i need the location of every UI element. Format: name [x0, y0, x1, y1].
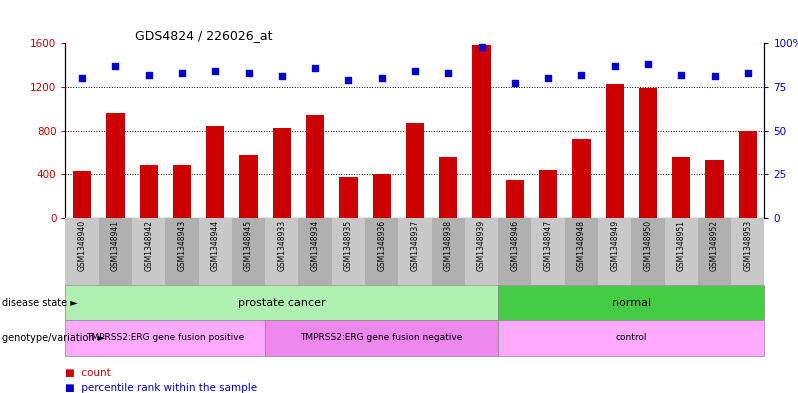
- Point: [375, 75, 388, 81]
- Bar: [539, 170, 557, 218]
- Text: GSM1348949: GSM1348949: [610, 220, 619, 271]
- Point: [508, 80, 521, 86]
- Text: GSM1348941: GSM1348941: [111, 220, 120, 271]
- Point: [342, 77, 355, 83]
- Bar: [373, 174, 391, 218]
- Bar: [672, 157, 690, 218]
- Text: GSM1348939: GSM1348939: [477, 220, 486, 271]
- Point: [442, 70, 455, 76]
- Text: GSM1348938: GSM1348938: [444, 220, 452, 271]
- Point: [741, 70, 754, 76]
- Text: genotype/variation ►: genotype/variation ►: [2, 333, 105, 343]
- Point: [608, 63, 621, 69]
- Text: GSM1348947: GSM1348947: [543, 220, 552, 271]
- Bar: [639, 88, 657, 218]
- Point: [176, 70, 188, 76]
- Text: GSM1348936: GSM1348936: [377, 220, 386, 271]
- Text: GSM1348945: GSM1348945: [244, 220, 253, 271]
- Point: [409, 68, 421, 74]
- Text: prostate cancer: prostate cancer: [238, 298, 326, 308]
- Bar: [339, 176, 358, 218]
- Bar: [572, 140, 591, 218]
- Text: disease state ►: disease state ►: [2, 298, 77, 308]
- Point: [575, 72, 588, 78]
- Point: [309, 64, 322, 71]
- Text: GSM1348943: GSM1348943: [177, 220, 187, 271]
- Bar: [206, 126, 224, 218]
- Bar: [140, 165, 158, 218]
- Point: [708, 73, 721, 80]
- Bar: [106, 113, 124, 218]
- Text: TMPRSS2:ERG gene fusion positive: TMPRSS2:ERG gene fusion positive: [86, 334, 244, 342]
- Text: GSM1348952: GSM1348952: [710, 220, 719, 271]
- Bar: [239, 155, 258, 218]
- Text: GSM1348953: GSM1348953: [744, 220, 753, 271]
- Bar: [173, 165, 191, 218]
- Text: GSM1348942: GSM1348942: [144, 220, 153, 271]
- Text: GSM1348951: GSM1348951: [677, 220, 685, 271]
- Point: [142, 72, 155, 78]
- Text: control: control: [615, 334, 647, 342]
- Point: [275, 73, 288, 80]
- Bar: [306, 116, 324, 218]
- Text: GSM1348940: GSM1348940: [77, 220, 86, 271]
- Text: TMPRSS2:ERG gene fusion negative: TMPRSS2:ERG gene fusion negative: [301, 334, 463, 342]
- Bar: [472, 46, 491, 218]
- Bar: [406, 123, 424, 218]
- Point: [642, 61, 654, 67]
- Bar: [506, 180, 524, 218]
- Text: GSM1348935: GSM1348935: [344, 220, 353, 271]
- Text: GSM1348948: GSM1348948: [577, 220, 586, 271]
- Point: [475, 44, 488, 50]
- Text: GSM1348950: GSM1348950: [643, 220, 653, 271]
- Text: ■  percentile rank within the sample: ■ percentile rank within the sample: [65, 383, 258, 393]
- Bar: [739, 130, 757, 218]
- Point: [109, 63, 122, 69]
- Text: ■  count: ■ count: [65, 369, 111, 378]
- Text: GDS4824 / 226026_at: GDS4824 / 226026_at: [136, 29, 273, 42]
- Text: GSM1348934: GSM1348934: [310, 220, 319, 271]
- Text: GSM1348944: GSM1348944: [211, 220, 219, 271]
- Point: [675, 72, 688, 78]
- Point: [209, 68, 222, 74]
- Text: GSM1348937: GSM1348937: [410, 220, 420, 271]
- Bar: [439, 157, 457, 218]
- Point: [242, 70, 255, 76]
- Point: [76, 75, 89, 81]
- Bar: [273, 129, 291, 218]
- Text: GSM1348946: GSM1348946: [511, 220, 519, 271]
- Bar: [606, 84, 624, 218]
- Text: normal: normal: [612, 298, 651, 308]
- Bar: [705, 160, 724, 218]
- Text: GSM1348933: GSM1348933: [278, 220, 286, 271]
- Point: [542, 75, 555, 81]
- Bar: [73, 171, 91, 218]
